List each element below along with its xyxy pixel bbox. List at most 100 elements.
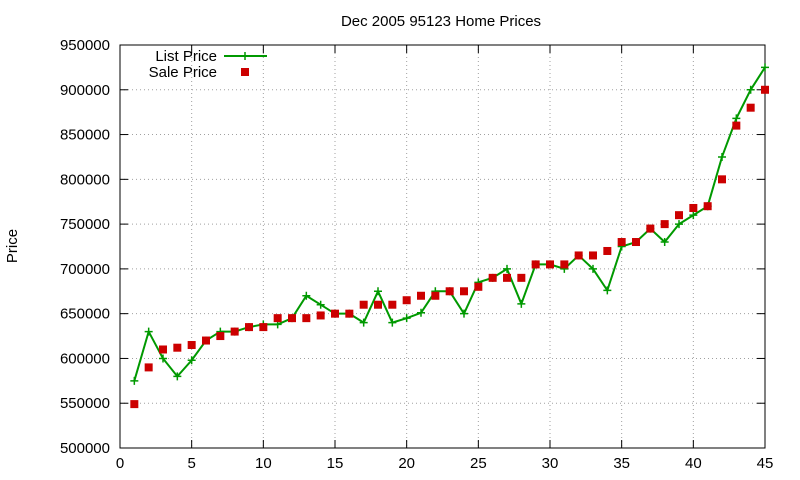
sale-price-point — [517, 273, 526, 282]
sale-price-point — [546, 260, 554, 269]
list-price-point — [388, 318, 397, 327]
list-price-point — [589, 264, 597, 273]
sale-price-point — [202, 336, 210, 345]
list-price-point — [732, 114, 741, 123]
sale-price-point — [374, 300, 382, 309]
sale-price-point — [646, 224, 655, 233]
x-tick-label: 0 — [116, 455, 124, 472]
sale-price-point — [288, 314, 296, 323]
sale-price-point — [230, 327, 239, 336]
sale-price-point — [718, 175, 726, 184]
sale-price-point — [574, 251, 583, 260]
x-tick-label: 35 — [613, 455, 630, 472]
sale-price-point — [388, 300, 397, 309]
sale-price-point — [259, 323, 268, 332]
y-tick-label: 500000 — [60, 440, 110, 457]
sale-price-point — [417, 291, 425, 300]
series-layer — [130, 63, 769, 409]
list-price-point — [173, 372, 182, 381]
sale-price-point — [531, 260, 540, 269]
list-price-point — [460, 309, 468, 318]
list-price-point — [130, 376, 139, 385]
x-tick-label: 10 — [255, 455, 272, 472]
legend-label-2: Sale Price — [149, 64, 217, 81]
sale-price-point — [445, 287, 454, 296]
sale-price-point — [345, 309, 354, 318]
x-tick-label: 30 — [542, 455, 559, 472]
sale-price-point — [460, 287, 468, 296]
sale-price-point — [273, 314, 282, 323]
sale-price-point — [359, 300, 368, 309]
y-tick-label: 950000 — [60, 37, 110, 54]
list-price-point — [417, 308, 425, 317]
sale-price-point — [632, 238, 640, 247]
sale-price-point — [746, 103, 755, 112]
list-price-point — [689, 211, 698, 220]
y-tick-label: 650000 — [60, 306, 110, 323]
sale-price-point — [402, 296, 411, 305]
sale-price-point — [474, 282, 483, 291]
sale-price-point — [144, 363, 153, 372]
y-tick-label: 550000 — [60, 395, 110, 412]
sale-price-point — [316, 311, 325, 320]
list-price-point — [718, 152, 726, 161]
list-price-point — [144, 327, 153, 336]
axes: 0 5 10 15 20 25 30 35 40 45 500000 550000 600000 6500… — [60, 37, 773, 472]
sale-price-point — [675, 211, 683, 220]
x-tick-label: 5 — [187, 455, 195, 472]
y-axis-label: Price — [4, 229, 21, 263]
x-tick-label: 45 — [757, 455, 774, 472]
sale-price-point — [216, 332, 225, 341]
sale-price-point — [159, 345, 167, 354]
sale-price-point — [589, 251, 597, 260]
sale-price-point — [689, 203, 698, 212]
list-price-point — [402, 314, 411, 323]
sale-price-point — [560, 260, 569, 269]
list-price-point — [302, 291, 311, 300]
sale-price-point — [245, 323, 253, 332]
list-price-point — [316, 300, 325, 309]
y-tick-label: 850000 — [60, 127, 110, 144]
list-price-point — [675, 220, 683, 229]
legend-plus-swatch — [241, 52, 249, 60]
list-price-point — [660, 238, 669, 247]
sale-price-point — [732, 121, 741, 130]
legend-square-swatch — [241, 68, 249, 76]
y-tick-label: 600000 — [60, 350, 110, 367]
chart-title: Dec 2005 95123 Home Prices — [341, 13, 541, 30]
sale-price-point — [187, 341, 196, 350]
sale-price-point — [302, 314, 311, 323]
list-price-point — [761, 63, 769, 72]
sale-price-point — [431, 291, 440, 300]
sale-price-point — [173, 343, 182, 352]
sale-price-point — [761, 85, 769, 94]
plot-border — [119, 44, 766, 449]
y-tick-label: 900000 — [60, 82, 110, 99]
list-price-point — [187, 356, 196, 365]
list-price-point — [374, 287, 382, 296]
sale-price-point — [488, 273, 497, 282]
x-tick-label: 25 — [470, 455, 487, 472]
sale-price-point — [703, 202, 712, 211]
grid-lines — [120, 45, 765, 448]
sale-price-point — [130, 400, 139, 409]
list-price-point — [359, 318, 368, 327]
sale-price-point — [503, 273, 511, 282]
list-price-point — [159, 354, 167, 363]
sale-price-point — [617, 238, 626, 247]
sale-price-point — [603, 246, 612, 255]
x-tick-label: 20 — [398, 455, 415, 472]
list-price-point — [517, 299, 526, 308]
sale-price-point — [660, 220, 669, 229]
sale-price-point — [331, 309, 339, 318]
list-price-point — [746, 85, 755, 94]
list-price-point — [503, 264, 511, 273]
y-tick-label: 700000 — [60, 261, 110, 278]
y-tick-label: 800000 — [60, 171, 110, 188]
x-tick-label: 15 — [327, 455, 344, 472]
x-tick-label: 40 — [685, 455, 702, 472]
legend-label-1: List Price — [155, 48, 217, 65]
y-tick-label: 750000 — [60, 216, 110, 233]
